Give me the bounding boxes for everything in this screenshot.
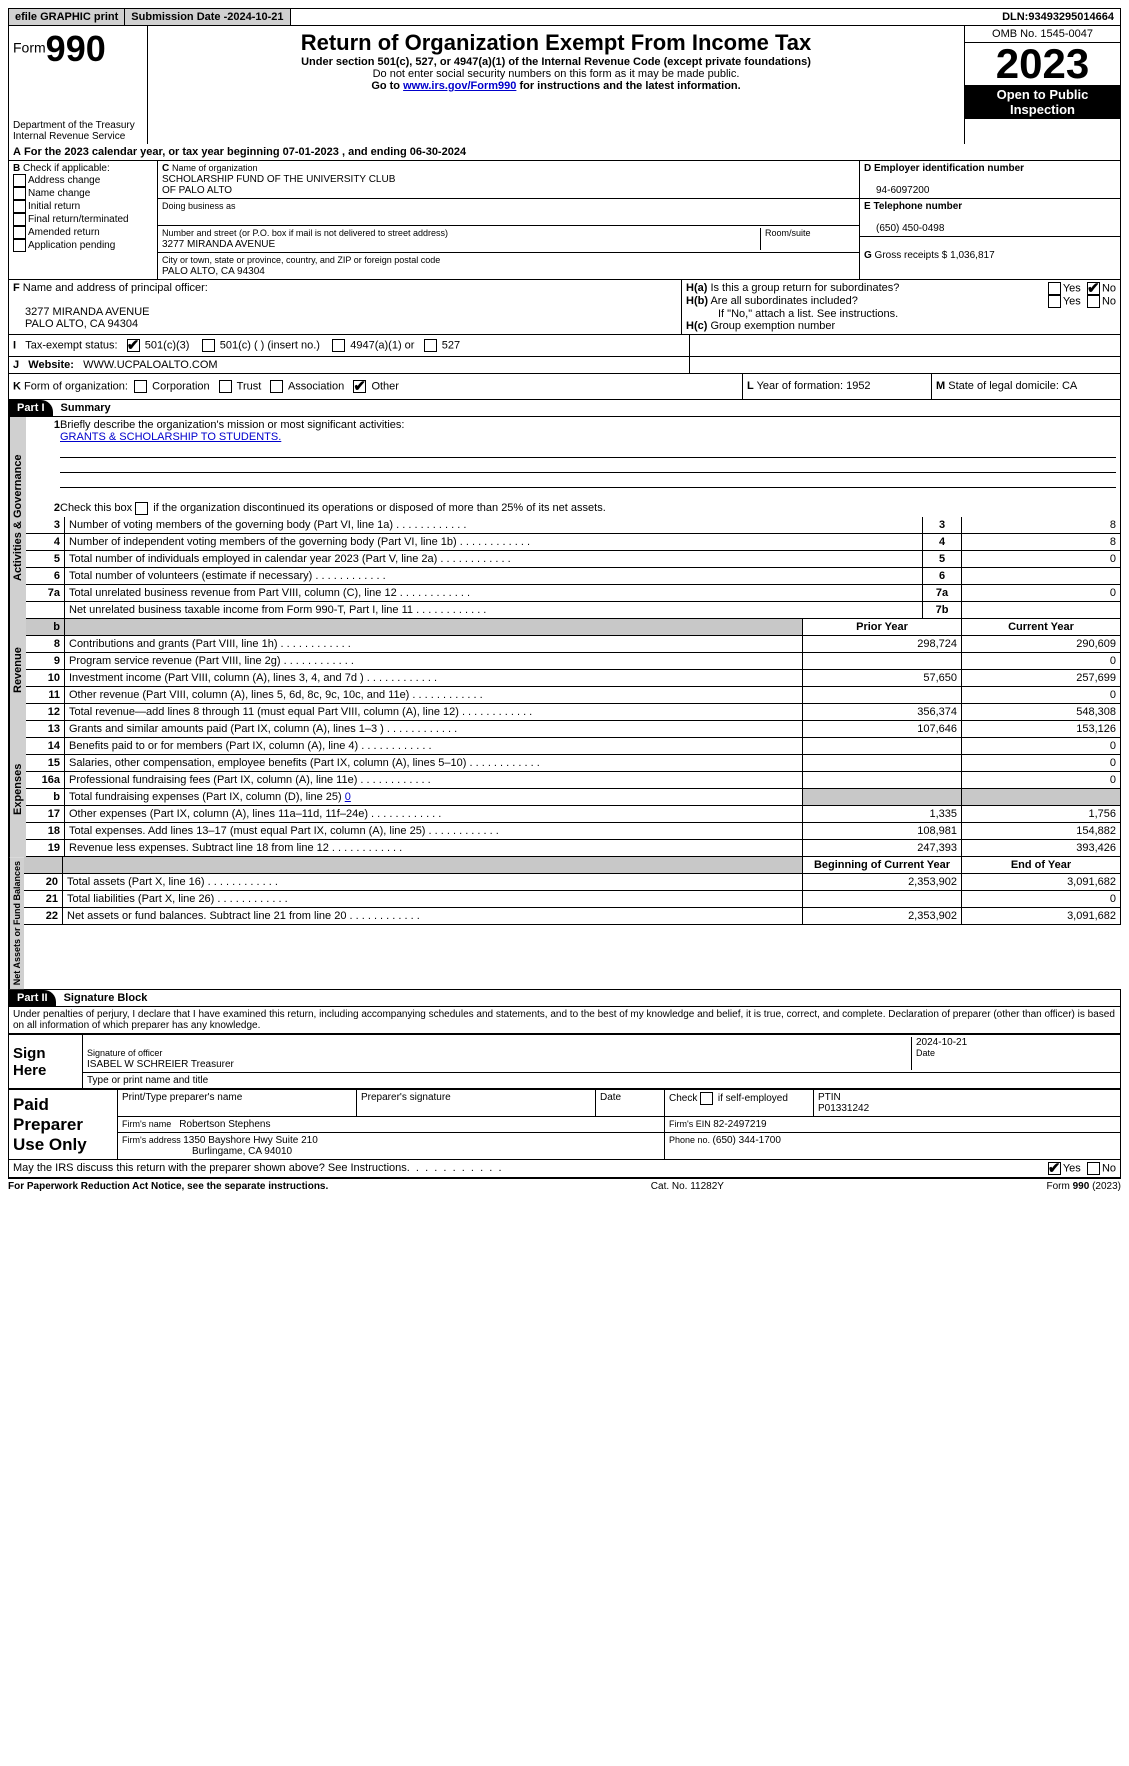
section-klm: K Form of organization: Corporation Trus… (8, 374, 1121, 400)
section-j: J Website: WWW.UCPALOALTO.COM (8, 357, 1121, 374)
cb-address-change[interactable] (13, 174, 26, 187)
cb-discontinued[interactable] (135, 502, 148, 515)
may-irs-row: May the IRS discuss this return with the… (8, 1160, 1121, 1178)
section-d: D Employer identification number94-60972… (860, 161, 1120, 199)
cb-corp[interactable] (134, 380, 147, 393)
firm-phone: (650) 344-1700 (713, 1135, 781, 1146)
section-f: F Name and address of principal officer:… (9, 280, 682, 334)
cb-501c[interactable] (202, 339, 215, 352)
line-2-text: Check this box if the organization disco… (60, 502, 606, 514)
cb-irs-yes[interactable] (1048, 1162, 1061, 1175)
mission-text[interactable]: GRANTS & SCHOLARSHIP TO STUDENTS. (60, 431, 281, 443)
officer-name: ISABEL W SCHREIER Treasurer (87, 1059, 234, 1070)
page-footer: For Paperwork Reduction Act Notice, see … (8, 1178, 1121, 1192)
part-ii-header: Part IISignature Block (8, 990, 1121, 1007)
tax-year: 2023 (965, 43, 1120, 85)
cb-501c3[interactable] (127, 339, 140, 352)
preparer-table: Paid Preparer Use Only Print/Type prepar… (8, 1089, 1121, 1160)
section-l: L Year of formation: 1952 (743, 374, 932, 399)
cb-self-employed[interactable] (700, 1092, 713, 1105)
form-number: Form990 (13, 28, 143, 70)
governance-table: 3Number of voting members of the governi… (26, 517, 1121, 619)
org-name-1: SCHOLARSHIP FUND OF THE UNIVERSITY CLUB (162, 174, 395, 185)
top-bar: efile GRAPHIC print Submission Date - 20… (8, 8, 1121, 26)
entity-block: B Check if applicable: Address change Na… (8, 161, 1121, 280)
part-i-header: Part ISummary (8, 400, 1121, 417)
cb-4947[interactable] (332, 339, 345, 352)
city-state-zip: PALO ALTO, CA 94304 (162, 266, 265, 277)
revenue-table: b Prior Year Current Year 8Contributions… (26, 619, 1121, 721)
firm-addr-2: Burlingame, CA 94010 (122, 1146, 292, 1157)
street-address: 3277 MIRANDA AVENUE (162, 239, 275, 250)
cb-527[interactable] (424, 339, 437, 352)
firm-name: Robertson Stephens (179, 1119, 270, 1130)
dln: DLN: 93493295014664 (996, 9, 1120, 25)
signature-table: Sign Here 2024-10-21 Signature of office… (8, 1034, 1121, 1089)
section-m: M State of legal domicile: CA (932, 374, 1120, 399)
tab-expenses: Expenses (9, 721, 26, 857)
firm-ein: 82-2497219 (713, 1119, 766, 1130)
cb-name-change[interactable] (13, 187, 26, 200)
cb-other[interactable] (353, 380, 366, 393)
form-header: Form990 Department of the Treasury Inter… (8, 26, 1121, 144)
cb-ha-no[interactable] (1087, 282, 1100, 295)
irs-label: Internal Revenue Service (13, 131, 143, 142)
firm-addr-1: 1350 Bayshore Hwy Suite 210 (183, 1135, 318, 1146)
dba-label: Doing business as (162, 201, 236, 211)
dept-treasury: Department of the Treasury (13, 120, 143, 131)
self-employed-cell: Check if self-employed (665, 1090, 814, 1117)
cb-ha-yes[interactable] (1048, 282, 1061, 295)
submission-date: Submission Date - 2024-10-21 (125, 9, 290, 25)
line-a: A For the 2023 calendar year, or tax yea… (8, 144, 1121, 161)
cb-irs-no[interactable] (1087, 1162, 1100, 1175)
tab-governance: Activities & Governance (9, 417, 26, 619)
cb-amended-return[interactable] (13, 226, 26, 239)
expenses-section: Expenses 13Grants and similar amounts pa… (8, 721, 1121, 857)
cb-initial-return[interactable] (13, 200, 26, 213)
net-assets-section: Net Assets or Fund Balances Beginning of… (8, 857, 1121, 990)
activities-governance: Activities & Governance 1 Briefly descri… (8, 417, 1121, 619)
ein: 94-6097200 (864, 185, 929, 196)
section-i: I Tax-exempt status: 501(c)(3) 501(c) ( … (8, 335, 1121, 357)
section-c: C Name of organization SCHOLARSHIP FUND … (158, 161, 859, 279)
cb-assoc[interactable] (270, 380, 283, 393)
net-assets-table: Beginning of Current Year End of Year 20… (24, 857, 1121, 925)
form-title: Return of Organization Exempt From Incom… (152, 30, 960, 56)
form-footer-label: Form 990 (2023) (1047, 1181, 1121, 1192)
fundraising-exp-link[interactable]: 0 (345, 791, 351, 803)
perjury-text: Under penalties of perjury, I declare th… (8, 1007, 1121, 1034)
section-e: E Telephone number(650) 450-0498 (860, 199, 1120, 237)
section-g: G Gross receipts $ 1,036,817 (860, 237, 1120, 263)
cb-application-pending[interactable] (13, 239, 26, 252)
irs-link[interactable]: www.irs.gov/Form990 (403, 80, 516, 92)
expenses-table: 13Grants and similar amounts paid (Part … (26, 721, 1121, 857)
room-suite-label: Room/suite (765, 228, 811, 238)
open-inspection: Open to Public Inspection (965, 85, 1120, 119)
ptin: P01331242 (818, 1103, 869, 1114)
tab-net-assets: Net Assets or Fund Balances (9, 857, 24, 989)
subtitle-1: Under section 501(c), 527, or 4947(a)(1)… (152, 56, 960, 68)
subtitle-2: Do not enter social security numbers on … (152, 68, 960, 80)
efile-print-button[interactable]: efile GRAPHIC print (9, 9, 125, 25)
tab-revenue: Revenue (9, 619, 26, 721)
sign-here-label: Sign Here (9, 1035, 83, 1089)
subtitle-3: Go to www.irs.gov/Form990 for instructio… (152, 80, 960, 92)
cb-final-return[interactable] (13, 213, 26, 226)
cb-trust[interactable] (219, 380, 232, 393)
cb-hb-no[interactable] (1087, 295, 1100, 308)
phone: (650) 450-0498 (864, 223, 944, 234)
revenue-section: Revenue b Prior Year Current Year 8Contr… (8, 619, 1121, 721)
f-h-block: F Name and address of principal officer:… (8, 280, 1121, 335)
website: WWW.UCPALOALTO.COM (83, 359, 217, 371)
org-name-2: OF PALO ALTO (162, 185, 232, 196)
section-b: B Check if applicable: Address change Na… (9, 161, 158, 279)
gross-receipts: 1,036,817 (950, 250, 995, 261)
paid-preparer-label: Paid Preparer Use Only (9, 1090, 118, 1160)
section-h: H(a) Is this a group return for subordin… (682, 280, 1120, 334)
cb-hb-yes[interactable] (1048, 295, 1061, 308)
